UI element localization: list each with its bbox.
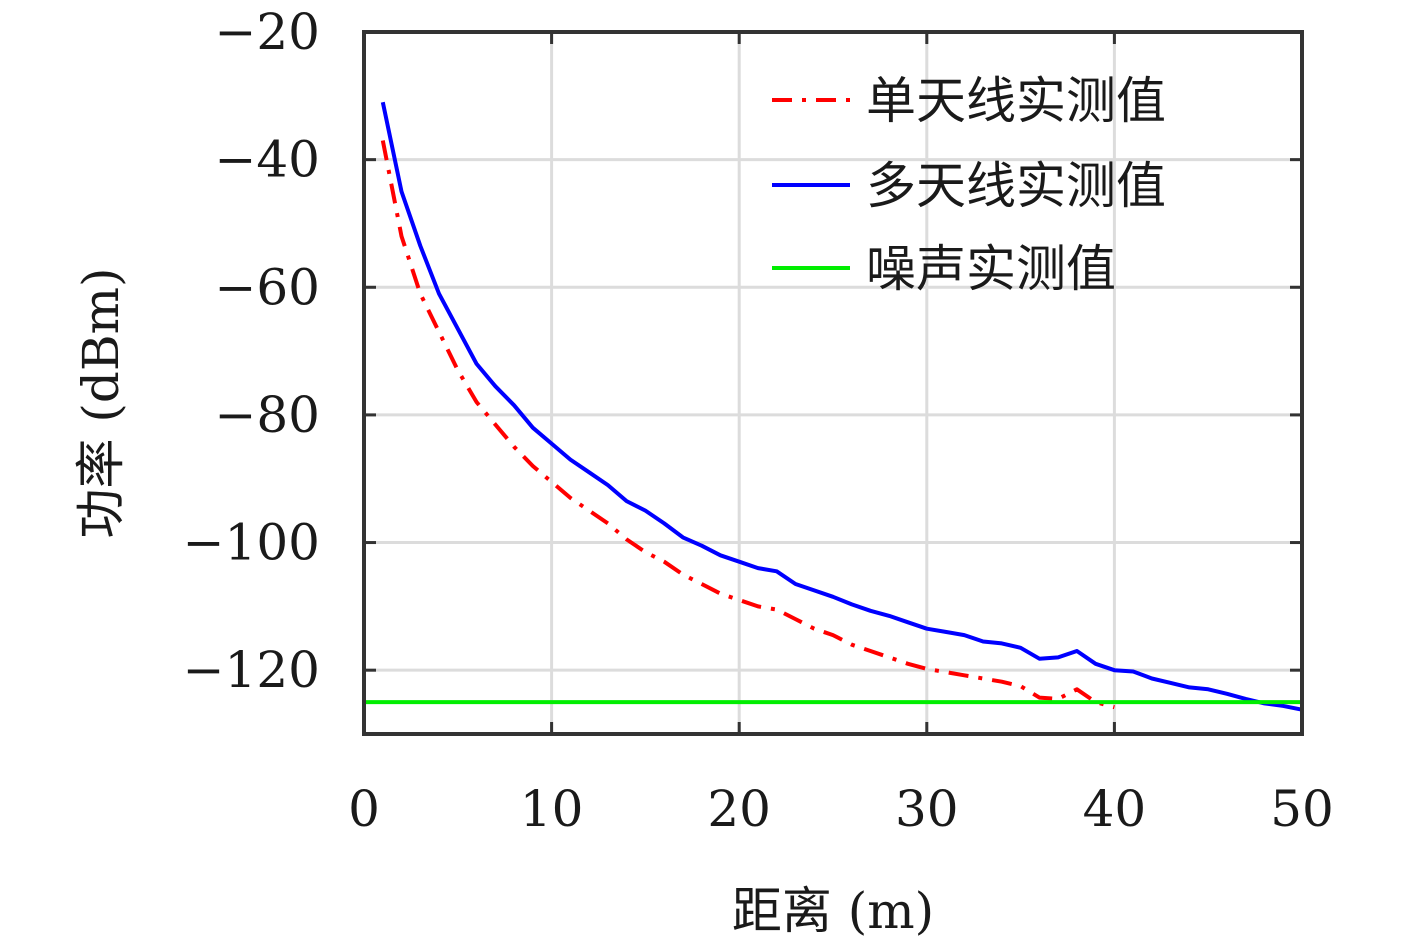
- series-layer: [364, 101, 1303, 712]
- y-axis-label: 功率 (dBm): [72, 267, 130, 538]
- legend-label-1: 单天线实测值: [866, 72, 1166, 130]
- x-tick-label: 20: [707, 780, 771, 838]
- x-tick-label: 10: [520, 780, 584, 838]
- y-tick-label: −20: [214, 3, 320, 61]
- x-tick-label: 0: [348, 780, 380, 838]
- axes: [362, 30, 1304, 736]
- y-tick-label: −60: [214, 258, 320, 316]
- legend-label-3: 噪声实测值: [866, 240, 1116, 298]
- x-tick-label: 30: [895, 780, 959, 838]
- y-tick-label: −100: [183, 514, 320, 572]
- y-tick-label: −80: [214, 386, 320, 444]
- x-tick-label: 50: [1270, 780, 1334, 838]
- tick-labels: 0 10 20 30 40 50 −20 −40 −60 −80 −100 −120: [183, 3, 1334, 838]
- x-tick-label: 40: [1083, 780, 1147, 838]
- grid-lines: [362, 30, 1304, 734]
- plot-frame: [362, 30, 1304, 736]
- x-axis-label: 距离 (m): [732, 882, 934, 940]
- legend-label-2: 多天线实测值: [866, 157, 1166, 215]
- series-line-1: [380, 140, 1115, 710]
- y-tick-label: −40: [214, 131, 320, 189]
- series-line-2: [380, 101, 1303, 712]
- y-tick-label: −120: [183, 641, 320, 699]
